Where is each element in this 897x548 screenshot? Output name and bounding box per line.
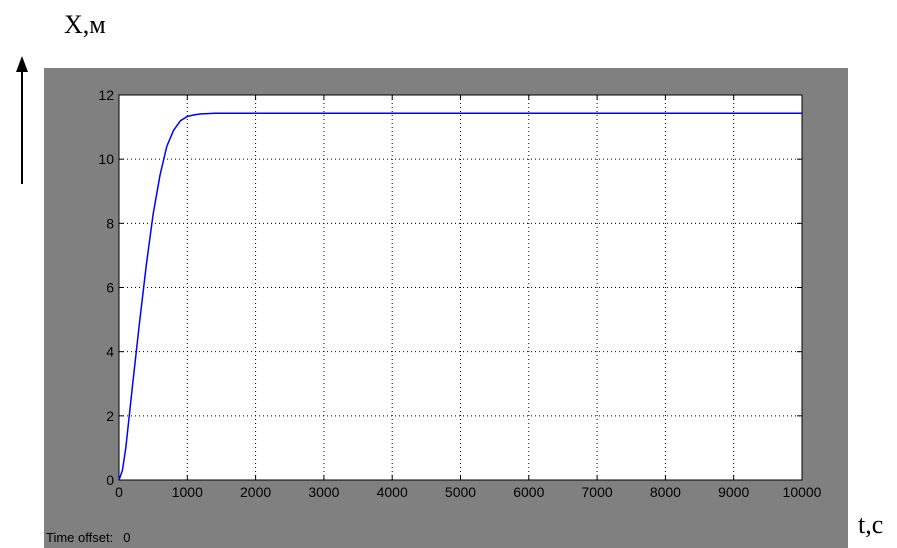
x-tick-label: 2000 xyxy=(240,484,271,500)
x-tick-label: 1000 xyxy=(172,484,203,500)
line-chart: 0 1000 2000 3000 4000 5000 6000 7000 8000 9000 100… xyxy=(98,87,822,500)
x-tick-label: 5000 xyxy=(445,484,476,500)
x-tick-label: 8000 xyxy=(650,484,681,500)
y-tick-label: 12 xyxy=(98,87,114,103)
x-tick-label: 0 xyxy=(115,484,123,500)
y-tick-label: 4 xyxy=(106,344,114,360)
x-axis-title: t,c xyxy=(858,510,884,539)
up-arrow-icon xyxy=(16,56,28,184)
y-tick-label: 6 xyxy=(106,280,114,296)
time-offset-value: 0 xyxy=(123,530,131,545)
scope-panel: 0 1000 2000 3000 4000 5000 6000 7000 8000 9000 100… xyxy=(44,68,848,548)
time-offset-readout: Time offset: 0 xyxy=(46,530,130,545)
x-tick-label: 7000 xyxy=(582,484,613,500)
y-tick-label: 2 xyxy=(106,408,114,424)
x-tick-label: 4000 xyxy=(377,484,408,500)
x-tick-label: 3000 xyxy=(308,484,339,500)
y-axis-title: X,м xyxy=(64,10,106,39)
x-tick-label: 9000 xyxy=(718,484,749,500)
y-tick-label: 0 xyxy=(106,472,114,488)
time-offset-label: Time offset: xyxy=(46,530,114,545)
x-tick-label: 6000 xyxy=(513,484,544,500)
y-tick-label: 8 xyxy=(106,215,114,231)
y-tick-label: 10 xyxy=(98,151,114,167)
x-tick-label: 10000 xyxy=(783,484,822,500)
series-line xyxy=(118,112,802,481)
